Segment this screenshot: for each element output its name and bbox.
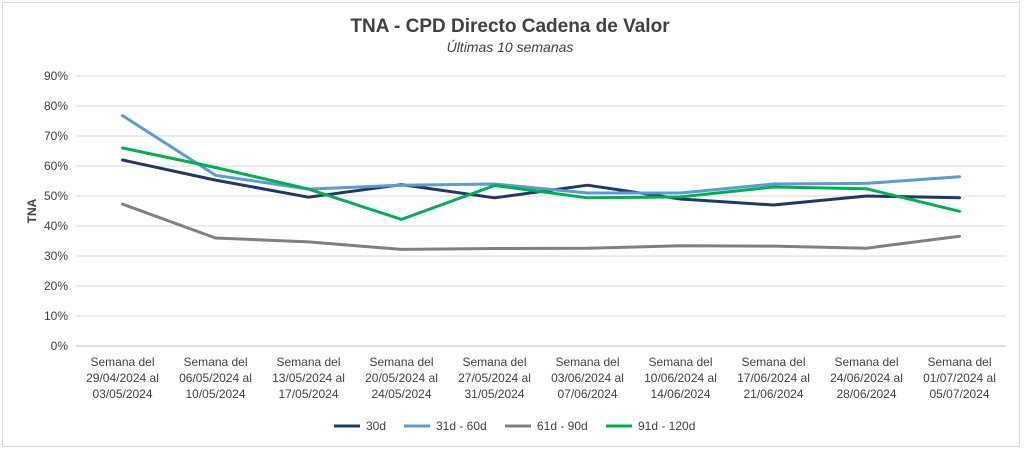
- legend-label: 31d - 60d: [436, 419, 487, 433]
- legend-label: 91d - 120d: [638, 419, 695, 433]
- y-tick-label: 30%: [44, 249, 68, 263]
- y-axis-ticks: 0% 10% 20% 30% 40% 50% 60% 70% 80% 90%: [44, 69, 68, 353]
- y-tick-label: 10%: [44, 309, 68, 323]
- x-tick-label: Semana del 24/06/2024 al 28/06/2024: [830, 355, 903, 401]
- legend: 30d 31d - 60d 61d - 90d 91d - 120d: [334, 419, 695, 433]
- legend-label: 30d: [366, 419, 386, 433]
- x-tick-label: Semana del 27/05/2024 al 31/05/2024: [458, 355, 531, 401]
- y-tick-label: 40%: [44, 219, 68, 233]
- chart-subtitle: Últimas 10 semanas: [447, 39, 574, 55]
- y-tick-label: 80%: [44, 99, 68, 113]
- y-axis-label: TNA: [25, 198, 39, 223]
- x-tick-label: Semana del 01/07/2024 al 05/07/2024: [923, 355, 996, 401]
- x-tick-label: Semana del 13/05/2024 al 17/05/2024: [272, 355, 345, 401]
- series-line-31d-60d: [121, 114, 961, 195]
- legend-label: 61d - 90d: [537, 419, 588, 433]
- x-tick-label: Semana del 10/06/2024 al 14/06/2024: [644, 355, 717, 401]
- y-tick-label: 60%: [44, 159, 68, 173]
- y-tick-label: 70%: [44, 129, 68, 143]
- x-axis-ticks: Semana del 29/04/2024 al 03/05/2024 Semana …: [86, 355, 996, 401]
- series-line-61d-90d: [121, 202, 961, 251]
- y-tick-label: 20%: [44, 279, 68, 293]
- gridlines: [76, 75, 1006, 347]
- chart-title: TNA - CPD Directo Cadena de Valor: [350, 16, 670, 37]
- x-tick-label: Semana del 17/06/2024 al 21/06/2024: [737, 355, 810, 401]
- y-tick-label: 0%: [51, 339, 69, 353]
- series-line-91d-120d: [121, 146, 961, 221]
- y-tick-label: 90%: [44, 69, 68, 83]
- series-lines: [121, 114, 961, 251]
- x-tick-label: Semana del 06/05/2024 al 10/05/2024: [179, 355, 252, 401]
- x-tick-label: Semana del 20/05/2024 al 24/05/2024: [365, 355, 438, 401]
- y-tick-label: 50%: [44, 189, 68, 203]
- x-tick-label: Semana del 03/06/2024 al 07/06/2024: [551, 355, 624, 401]
- x-tick-label: Semana del 29/04/2024 al 03/05/2024: [86, 355, 159, 401]
